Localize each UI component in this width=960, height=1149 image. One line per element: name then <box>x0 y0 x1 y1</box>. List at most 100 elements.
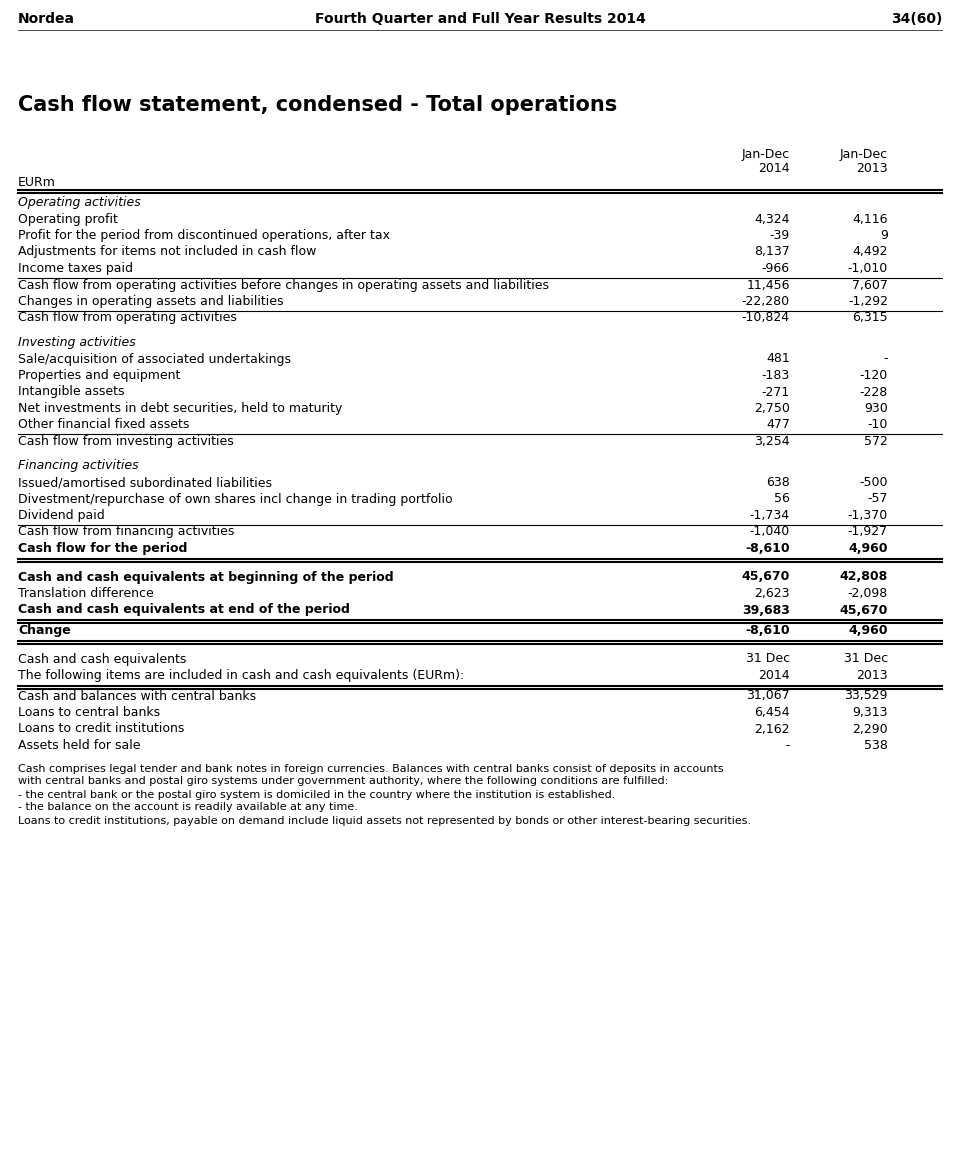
Text: 538: 538 <box>864 739 888 751</box>
Text: Cash and balances with central banks: Cash and balances with central banks <box>18 689 256 702</box>
Text: 11,456: 11,456 <box>747 278 790 292</box>
Text: 2013: 2013 <box>856 669 888 683</box>
Text: Operating profit: Operating profit <box>18 213 118 225</box>
Text: Properties and equipment: Properties and equipment <box>18 369 180 381</box>
Text: Divestment/repurchase of own shares incl change in trading portfolio: Divestment/repurchase of own shares incl… <box>18 493 452 506</box>
Text: Cash flow from financing activities: Cash flow from financing activities <box>18 525 234 539</box>
Text: Profit for the period from discontinued operations, after tax: Profit for the period from discontinued … <box>18 229 390 242</box>
Text: Cash flow for the period: Cash flow for the period <box>18 542 187 555</box>
Text: 34(60): 34(60) <box>891 11 942 26</box>
Text: 2014: 2014 <box>758 162 790 175</box>
Text: -2,098: -2,098 <box>848 587 888 600</box>
Text: Sale/acquisition of associated undertakings: Sale/acquisition of associated undertaki… <box>18 353 291 365</box>
Text: EURm: EURm <box>18 176 56 188</box>
Text: 31 Dec: 31 Dec <box>746 653 790 665</box>
Text: Investing activities: Investing activities <box>18 336 135 349</box>
Text: Translation difference: Translation difference <box>18 587 154 600</box>
Text: with central banks and postal giro systems under government authority, where the: with central banks and postal giro syste… <box>18 777 668 787</box>
Text: 2,750: 2,750 <box>755 402 790 415</box>
Text: 2,623: 2,623 <box>755 587 790 600</box>
Text: Cash flow from investing activities: Cash flow from investing activities <box>18 435 233 448</box>
Text: -10,824: -10,824 <box>742 311 790 324</box>
Text: -8,610: -8,610 <box>745 624 790 637</box>
Text: Nordea: Nordea <box>18 11 75 26</box>
Text: Cash comprises legal tender and bank notes in foreign currencies. Balances with : Cash comprises legal tender and bank not… <box>18 763 724 773</box>
Text: Loans to credit institutions: Loans to credit institutions <box>18 723 184 735</box>
Text: 33,529: 33,529 <box>845 689 888 702</box>
Text: -500: -500 <box>859 476 888 489</box>
Text: 4,960: 4,960 <box>849 624 888 637</box>
Text: Change: Change <box>18 624 71 637</box>
Text: Cash and cash equivalents at beginning of the period: Cash and cash equivalents at beginning o… <box>18 571 394 584</box>
Text: 6,315: 6,315 <box>852 311 888 324</box>
Text: -: - <box>883 353 888 365</box>
Text: Changes in operating assets and liabilities: Changes in operating assets and liabilit… <box>18 295 283 308</box>
Text: Jan-Dec: Jan-Dec <box>840 148 888 161</box>
Text: 638: 638 <box>766 476 790 489</box>
Text: 39,683: 39,683 <box>742 603 790 617</box>
Text: Intangible assets: Intangible assets <box>18 386 125 399</box>
Text: 31,067: 31,067 <box>746 689 790 702</box>
Text: 56: 56 <box>774 493 790 506</box>
Text: -1,927: -1,927 <box>848 525 888 539</box>
Text: Dividend paid: Dividend paid <box>18 509 105 522</box>
Text: The following items are included in cash and cash equivalents (EURm):: The following items are included in cash… <box>18 669 465 683</box>
Text: 6,454: 6,454 <box>755 705 790 719</box>
Text: 2014: 2014 <box>758 669 790 683</box>
Text: -1,010: -1,010 <box>848 262 888 275</box>
Text: -1,734: -1,734 <box>750 509 790 522</box>
Text: 4,116: 4,116 <box>852 213 888 225</box>
Text: Cash flow from operating activities: Cash flow from operating activities <box>18 311 237 324</box>
Text: 42,808: 42,808 <box>840 571 888 584</box>
Text: -1,292: -1,292 <box>848 295 888 308</box>
Text: Loans to central banks: Loans to central banks <box>18 705 160 719</box>
Text: -22,280: -22,280 <box>742 295 790 308</box>
Text: 9: 9 <box>880 229 888 242</box>
Text: - the central bank or the postal giro system is domiciled in the country where t: - the central bank or the postal giro sy… <box>18 789 615 800</box>
Text: -966: -966 <box>762 262 790 275</box>
Text: 4,492: 4,492 <box>852 246 888 259</box>
Text: Cash and cash equivalents: Cash and cash equivalents <box>18 653 186 665</box>
Text: 8,137: 8,137 <box>755 246 790 259</box>
Text: Jan-Dec: Jan-Dec <box>742 148 790 161</box>
Text: 4,324: 4,324 <box>755 213 790 225</box>
Text: -10: -10 <box>868 418 888 432</box>
Text: 3,254: 3,254 <box>755 435 790 448</box>
Text: -228: -228 <box>860 386 888 399</box>
Text: 4,960: 4,960 <box>849 542 888 555</box>
Text: - the balance on the account is readily available at any time.: - the balance on the account is readily … <box>18 802 358 812</box>
Text: Assets held for sale: Assets held for sale <box>18 739 140 751</box>
Text: 7,607: 7,607 <box>852 278 888 292</box>
Text: -271: -271 <box>761 386 790 399</box>
Text: 477: 477 <box>766 418 790 432</box>
Text: Cash flow from operating activities before changes in operating assets and liabi: Cash flow from operating activities befo… <box>18 278 549 292</box>
Text: Fourth Quarter and Full Year Results 2014: Fourth Quarter and Full Year Results 201… <box>315 11 645 26</box>
Text: -1,370: -1,370 <box>848 509 888 522</box>
Text: 572: 572 <box>864 435 888 448</box>
Text: -8,610: -8,610 <box>745 542 790 555</box>
Text: 2013: 2013 <box>856 162 888 175</box>
Text: Income taxes paid: Income taxes paid <box>18 262 133 275</box>
Text: Adjustments for items not included in cash flow: Adjustments for items not included in ca… <box>18 246 317 259</box>
Text: Financing activities: Financing activities <box>18 460 138 472</box>
Text: 31 Dec: 31 Dec <box>844 653 888 665</box>
Text: -: - <box>785 739 790 751</box>
Text: 2,162: 2,162 <box>755 723 790 735</box>
Text: 9,313: 9,313 <box>852 705 888 719</box>
Text: Operating activities: Operating activities <box>18 196 141 209</box>
Text: 45,670: 45,670 <box>742 571 790 584</box>
Text: Cash and cash equivalents at end of the period: Cash and cash equivalents at end of the … <box>18 603 349 617</box>
Text: 481: 481 <box>766 353 790 365</box>
Text: Loans to credit institutions, payable on demand include liquid assets not repres: Loans to credit institutions, payable on… <box>18 816 751 825</box>
Text: -120: -120 <box>860 369 888 381</box>
Text: 2,290: 2,290 <box>852 723 888 735</box>
Text: 45,670: 45,670 <box>840 603 888 617</box>
Text: -1,040: -1,040 <box>750 525 790 539</box>
Text: -39: -39 <box>770 229 790 242</box>
Text: Other financial fixed assets: Other financial fixed assets <box>18 418 189 432</box>
Text: Net investments in debt securities, held to maturity: Net investments in debt securities, held… <box>18 402 343 415</box>
Text: Cash flow statement, condensed - Total operations: Cash flow statement, condensed - Total o… <box>18 95 617 115</box>
Text: 930: 930 <box>864 402 888 415</box>
Text: -57: -57 <box>868 493 888 506</box>
Text: Issued/amortised subordinated liabilities: Issued/amortised subordinated liabilitie… <box>18 476 272 489</box>
